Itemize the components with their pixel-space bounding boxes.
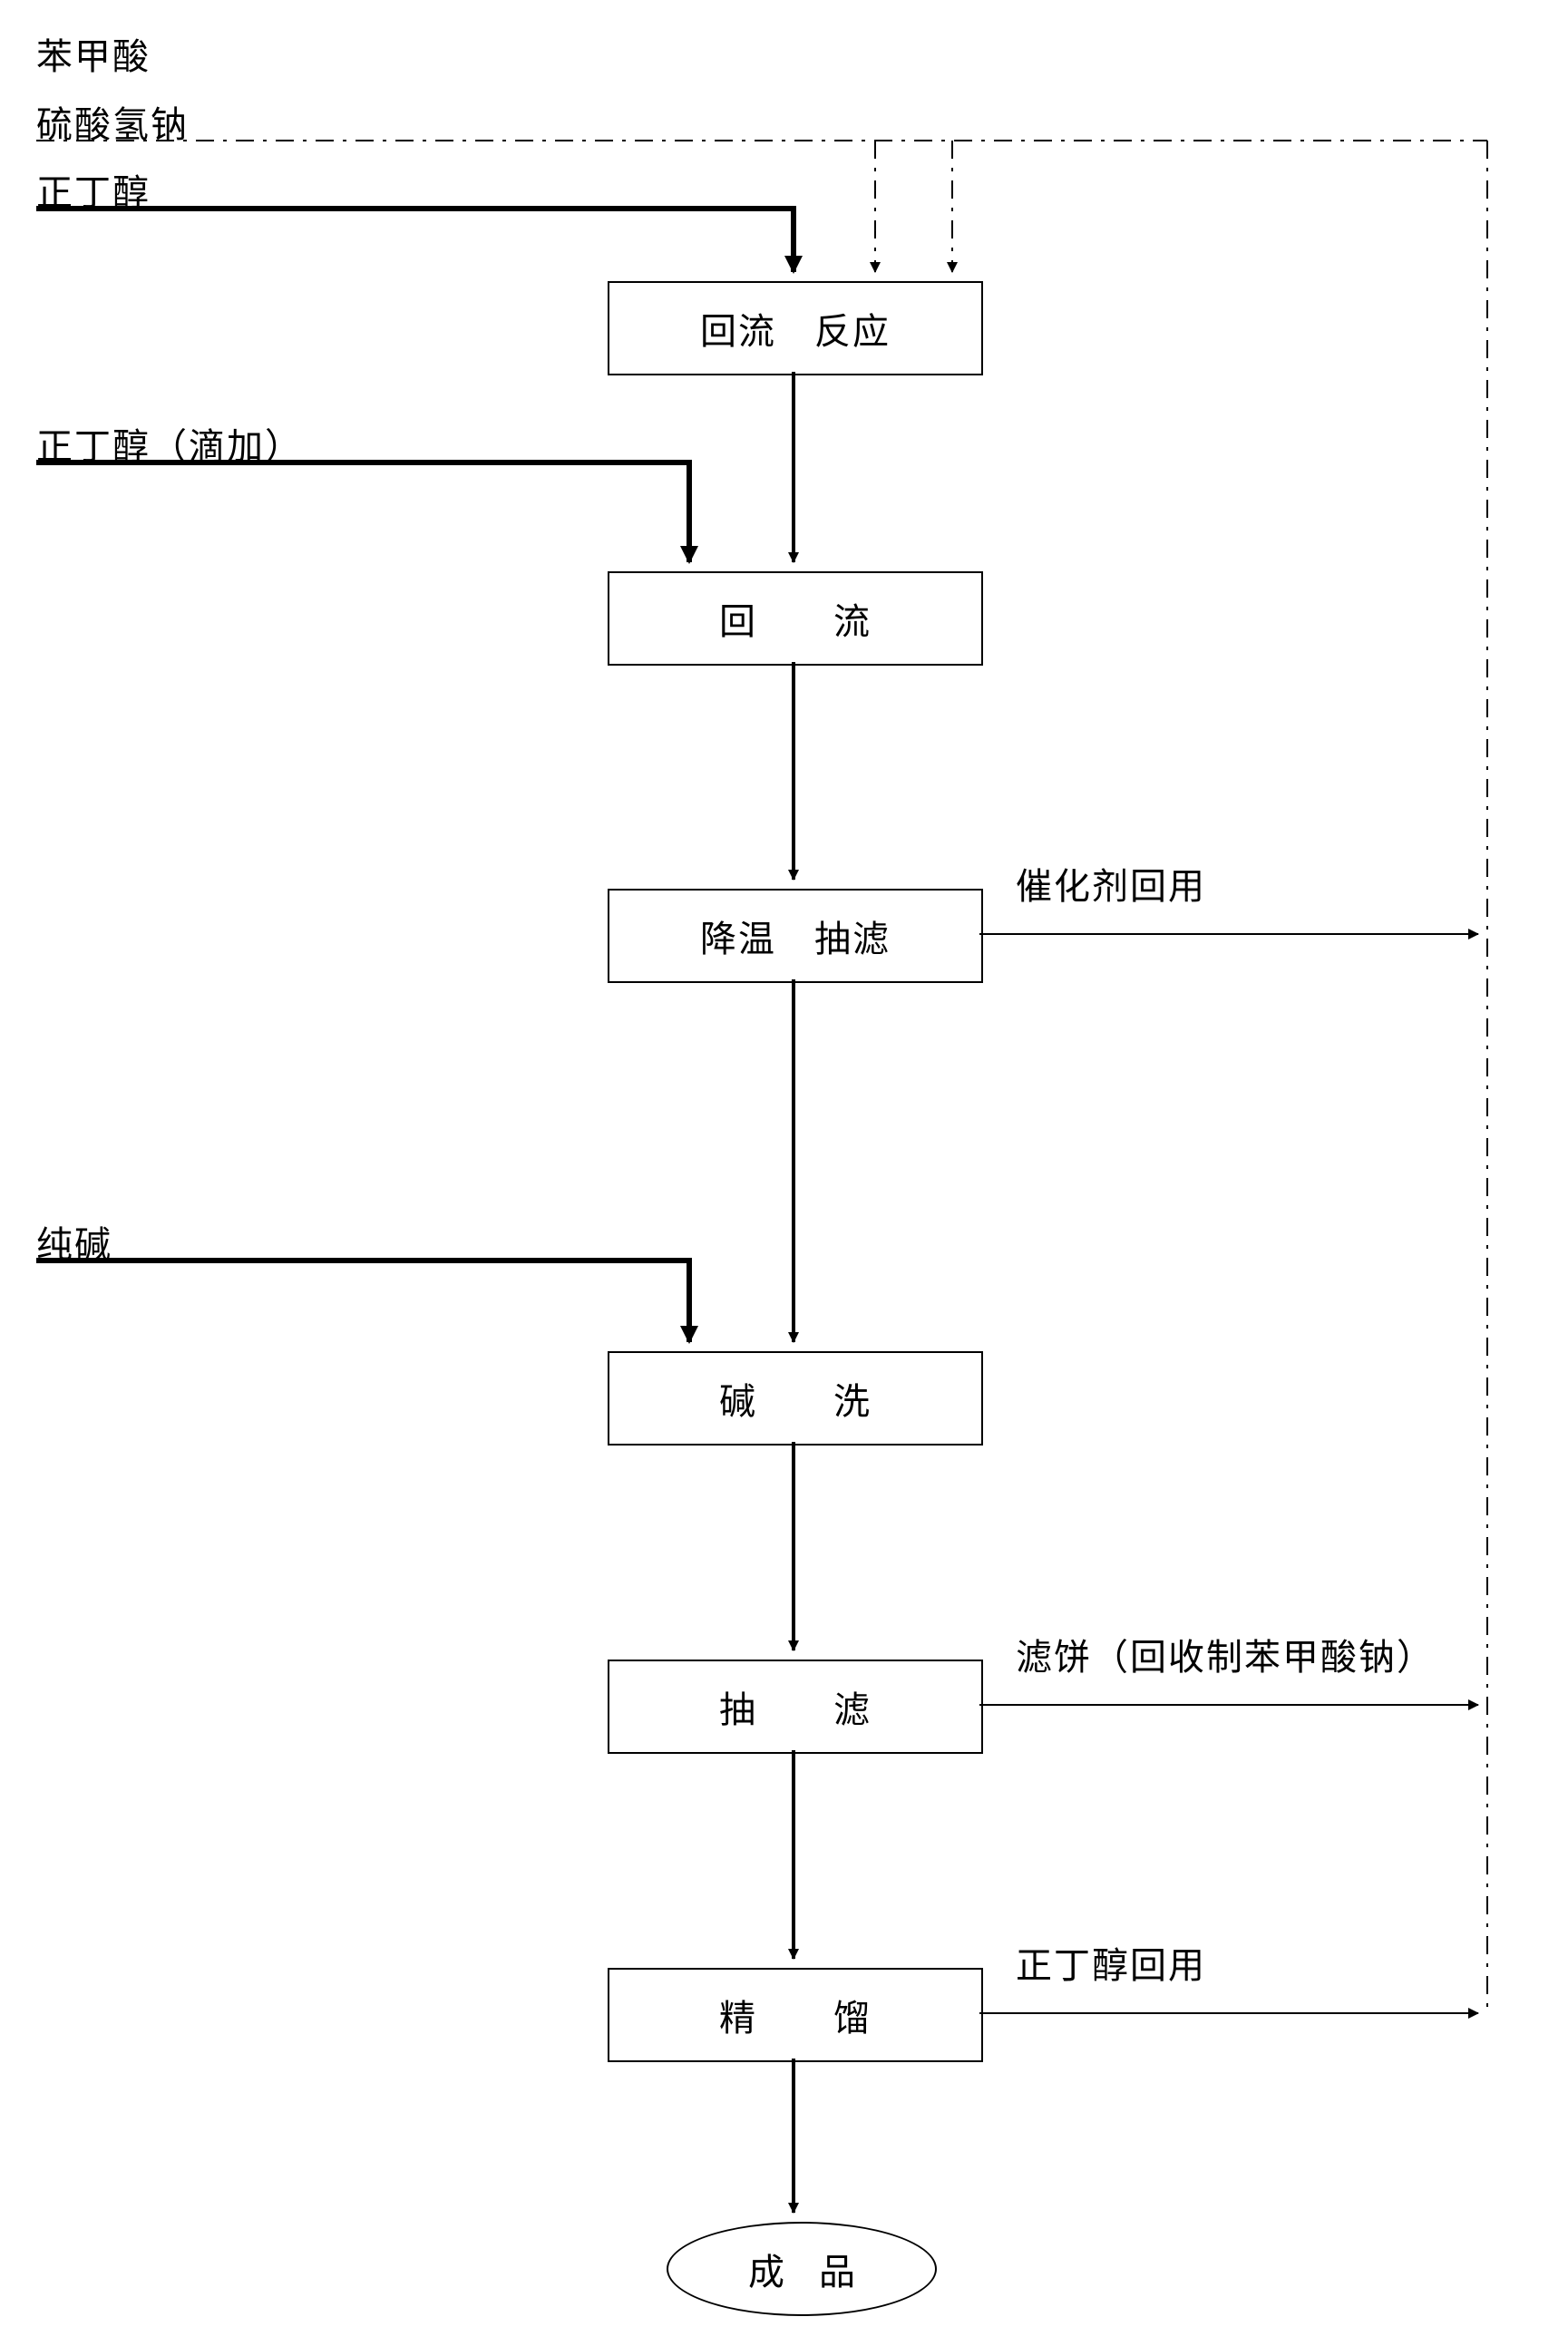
flowchart-canvas: 苯甲酸 硫酸氢钠 正丁醇 正丁醇（滴加） 纯碱 催化剂回用 滤饼（回收制苯甲酸钠… (0, 0, 1568, 2346)
label-soda-ash: 纯碱 (36, 1215, 112, 1268)
box-alkali-wash-label: 碱 洗 (719, 1372, 872, 1425)
label-cake-recover: 滤饼（回收制苯甲酸钠） (1016, 1628, 1435, 1680)
label-n-butanol-drip: 正丁醇（滴加） (36, 417, 303, 470)
box-cool-filter: 降温 抽滤 (608, 889, 983, 983)
box-reflux: 回 流 (608, 571, 983, 666)
ellipse-product: 成 品 (667, 2222, 937, 2316)
box-alkali-wash: 碱 洗 (608, 1351, 983, 1446)
box-reflux-label: 回 流 (719, 592, 872, 645)
box-rectification: 精 馏 (608, 1968, 983, 2062)
label-catalyst-reuse: 催化剂回用 (1016, 857, 1206, 910)
box-rectification-label: 精 馏 (719, 1989, 872, 2041)
label-sodium-bisulfate: 硫酸氢钠 (36, 95, 189, 148)
label-butanol-reuse: 正丁醇回用 (1016, 1936, 1206, 1989)
label-n-butanol: 正丁醇 (36, 163, 151, 216)
box-suction-filter-label: 抽 滤 (719, 1680, 872, 1733)
box-reflux-reaction-label: 回流 反应 (700, 302, 891, 355)
ellipse-product-label: 成 品 (748, 2243, 868, 2295)
label-benzoic-acid: 苯甲酸 (36, 27, 151, 80)
box-suction-filter: 抽 滤 (608, 1660, 983, 1754)
box-reflux-reaction: 回流 反应 (608, 281, 983, 375)
box-cool-filter-label: 降温 抽滤 (700, 910, 891, 962)
